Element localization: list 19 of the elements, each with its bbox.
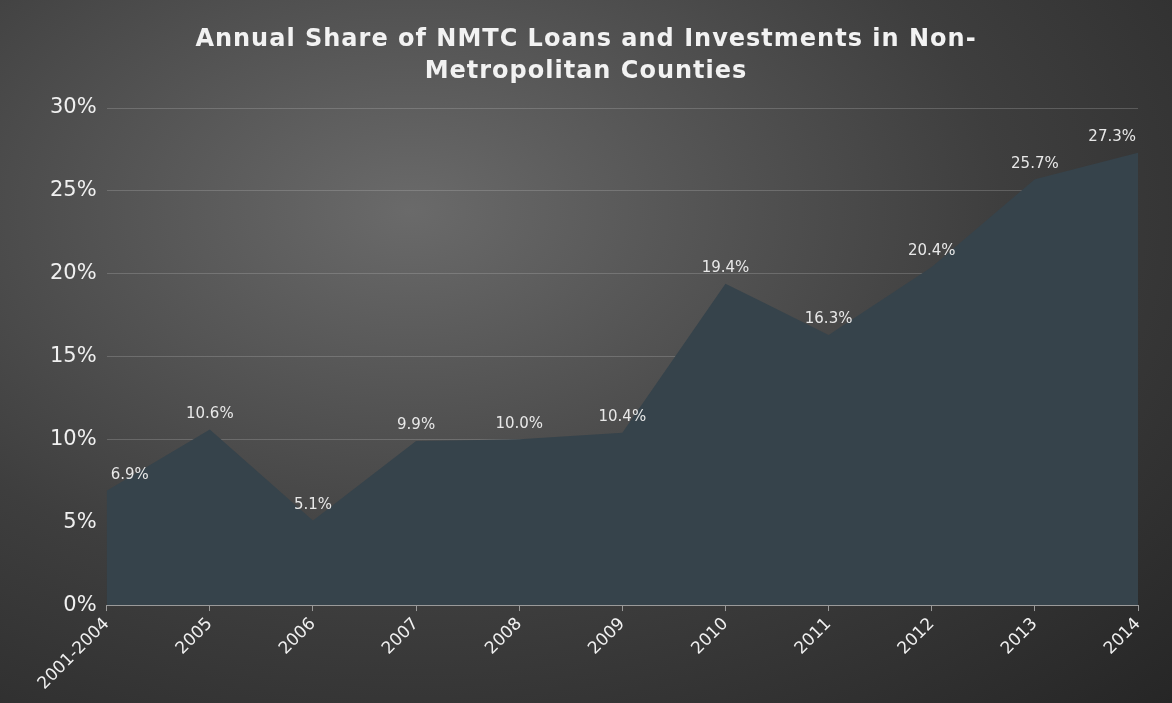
data-label: 27.3% bbox=[1088, 127, 1136, 146]
y-tick-label: 30% bbox=[49, 94, 97, 119]
data-label: 16.3% bbox=[804, 309, 853, 328]
data-label: 19.4% bbox=[701, 258, 750, 277]
y-tick-label: 5% bbox=[63, 508, 97, 533]
data-label: 10.0% bbox=[495, 413, 544, 432]
data-label: 6.9% bbox=[110, 465, 149, 484]
chart-title: Annual Share of NMTC Loans and Investments in Non-Metropolitan Counties bbox=[194, 23, 978, 86]
y-tick-label: 0% bbox=[63, 591, 97, 616]
data-label: 10.6% bbox=[185, 403, 234, 422]
y-tick-label: 25% bbox=[49, 177, 97, 202]
data-label: 9.9% bbox=[397, 415, 436, 434]
y-tick-label: 20% bbox=[49, 260, 97, 285]
data-label: 10.4% bbox=[598, 407, 647, 426]
y-tick-label: 15% bbox=[49, 342, 97, 367]
data-label: 20.4% bbox=[907, 241, 956, 260]
data-label: 5.1% bbox=[293, 494, 332, 513]
y-tick-label: 10% bbox=[49, 425, 97, 450]
data-label: 25.7% bbox=[1011, 153, 1059, 172]
